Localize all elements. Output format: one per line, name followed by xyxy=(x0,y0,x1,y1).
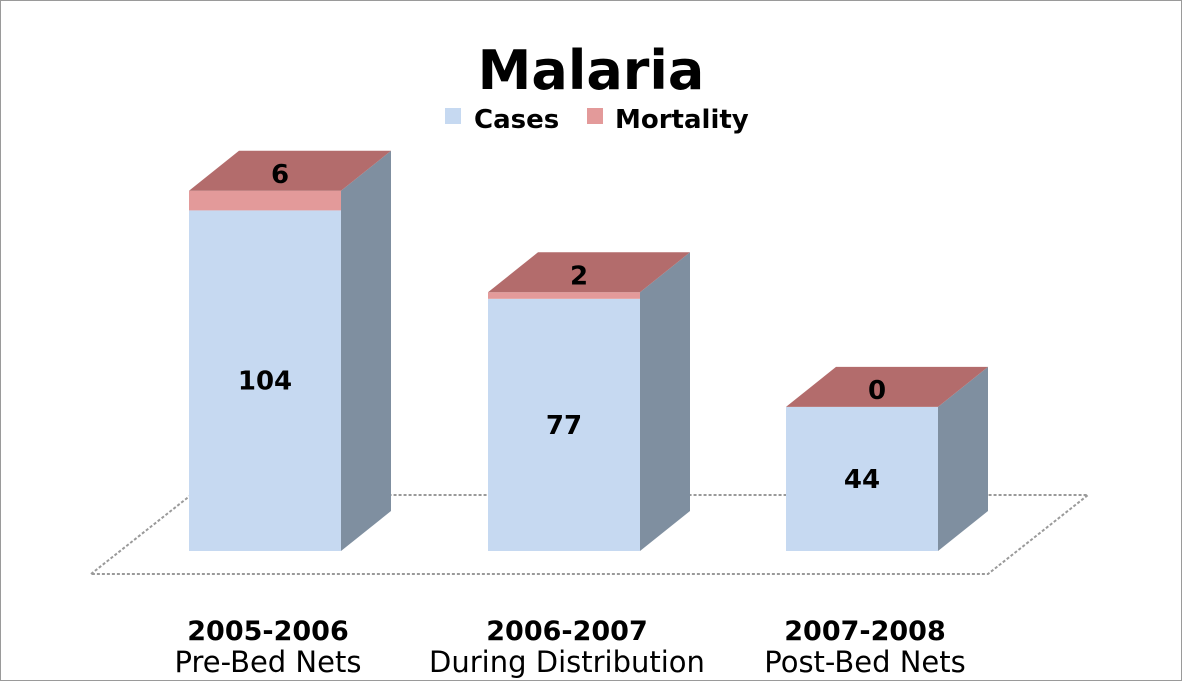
bar-side-face xyxy=(938,366,988,551)
bar-group: 77 2 xyxy=(488,252,690,551)
bar-cases xyxy=(189,210,341,551)
data-label-mortality: 0 xyxy=(868,376,886,406)
bar-side-face xyxy=(640,252,690,551)
bar-group: 44 0 xyxy=(786,366,988,551)
data-label-cases: 104 xyxy=(238,367,292,397)
data-label-mortality: 6 xyxy=(271,160,289,190)
legend-label-cases: Cases xyxy=(474,105,559,135)
bar-top-face xyxy=(488,252,690,293)
category-description-label: Post-Bed Nets xyxy=(764,645,966,679)
bar-mortality xyxy=(189,190,341,211)
legend-label-mortality: Mortality xyxy=(615,105,749,135)
bar-cases xyxy=(786,406,938,551)
category-description-label: Pre-Bed Nets xyxy=(175,645,362,679)
bar-top-face xyxy=(786,366,988,407)
data-label-cases: 77 xyxy=(546,411,582,441)
legend: Cases Mortality xyxy=(445,105,749,135)
bars-group: 104 6 77 2 44 0 xyxy=(189,150,988,551)
legend-swatch-cases xyxy=(445,108,461,124)
category-description-label: During Distribution xyxy=(429,645,705,679)
bar-top-face xyxy=(189,150,391,191)
bar-side-face xyxy=(341,150,391,551)
bar-mortality xyxy=(488,292,640,299)
legend-swatch-mortality xyxy=(587,108,603,124)
category-year-label: 2006-2007 xyxy=(486,616,648,647)
bar-cases xyxy=(488,298,640,551)
chart-floor xyxy=(88,494,1091,575)
chart-floor-outline xyxy=(88,494,1091,575)
chart-title: Malaria xyxy=(478,39,705,102)
category-year-label: 2005-2006 xyxy=(187,616,349,647)
category-year-label: 2007-2008 xyxy=(784,616,946,647)
data-label-mortality: 2 xyxy=(570,261,588,291)
data-label-cases: 44 xyxy=(844,465,880,495)
bar-group: 104 6 xyxy=(189,150,391,551)
